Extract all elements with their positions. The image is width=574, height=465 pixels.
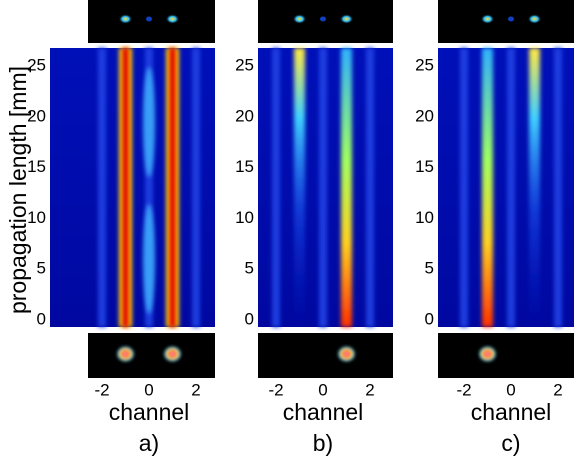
input-spot: [165, 14, 180, 24]
x-tick-label: 2: [553, 380, 562, 399]
y-tick-label: 20: [235, 106, 254, 125]
panel-label: c): [501, 430, 520, 456]
intensity-stripe: [460, 48, 468, 327]
intensity-stripe: [122, 48, 129, 327]
y-tick-label: 10: [27, 208, 46, 227]
x-tick-label: 0: [144, 380, 153, 399]
y-tick-label: 0: [37, 309, 46, 328]
y-tick-label: 10: [235, 208, 254, 227]
intensity-stripe: [272, 48, 280, 327]
y-tick-label: 25: [415, 56, 434, 75]
intensity-stripe: [341, 48, 352, 327]
output-spot: [116, 346, 135, 362]
intensity-stripe: [554, 48, 562, 327]
intensity-stripe: [145, 48, 153, 327]
y-tick-label: 15: [235, 157, 254, 176]
intensity-blob: [143, 204, 155, 315]
intensity-stripe: [294, 48, 305, 327]
heatmap: [50, 48, 215, 327]
x-axis-label: channel: [109, 399, 190, 425]
x-axis-label: channel: [283, 399, 364, 425]
x-tick-label: -2: [94, 380, 109, 399]
intensity-stripe: [192, 48, 200, 327]
input-spot: [146, 16, 152, 22]
input-spot: [320, 16, 326, 22]
y-tick-label: 5: [37, 259, 46, 278]
heatmap: [438, 48, 574, 327]
intensity-stripe: [507, 48, 515, 327]
input-spot: [527, 14, 542, 24]
y-tick-label: 25: [27, 56, 46, 75]
input-inset: [88, 0, 215, 43]
y-tick-label: 0: [245, 309, 254, 328]
y-tick-label: 25: [235, 56, 254, 75]
y-axis-label: propagation length [mm]: [5, 66, 31, 314]
y-tick-label: 10: [415, 208, 434, 227]
intensity-blob: [143, 67, 155, 178]
x-axis-label: channel: [471, 399, 552, 425]
input-spot: [508, 16, 514, 22]
x-tick-label: -2: [268, 380, 283, 399]
output-spot: [163, 346, 182, 362]
intensity-stripe: [319, 48, 327, 327]
y-tick-label: 20: [415, 106, 434, 125]
output-inset: [88, 333, 215, 378]
panel-label: a): [139, 430, 159, 456]
output-inset: [258, 333, 393, 378]
output-inset: [438, 333, 574, 378]
x-tick-label: 2: [365, 380, 374, 399]
y-tick-label: 5: [425, 259, 434, 278]
y-tick-label: 5: [245, 259, 254, 278]
input-spot: [480, 14, 495, 24]
intensity-stripe: [169, 48, 176, 327]
input-inset: [438, 0, 574, 43]
y-tick-label: 15: [415, 157, 434, 176]
intensity-stripe: [482, 48, 493, 327]
input-spot: [118, 14, 133, 24]
heatmap-content: [98, 48, 200, 327]
y-tick-label: 0: [425, 309, 434, 328]
input-spot: [339, 14, 354, 24]
intensity-stripe: [98, 48, 106, 327]
panel-label: b): [313, 430, 333, 456]
y-tick-label: 15: [27, 157, 46, 176]
heatmap-content: [272, 48, 374, 327]
x-tick-label: 2: [191, 380, 200, 399]
y-tick-label: 20: [27, 106, 46, 125]
x-tick-label: 0: [506, 380, 515, 399]
output-spot: [478, 346, 497, 362]
intensity-stripe: [366, 48, 374, 327]
x-tick-label: -2: [456, 380, 471, 399]
input-spot: [292, 14, 307, 24]
input-inset: [258, 0, 393, 43]
intensity-stripe: [529, 48, 540, 327]
heatmap-content: [460, 48, 562, 327]
output-spot: [337, 346, 356, 362]
x-tick-label: 0: [318, 380, 327, 399]
